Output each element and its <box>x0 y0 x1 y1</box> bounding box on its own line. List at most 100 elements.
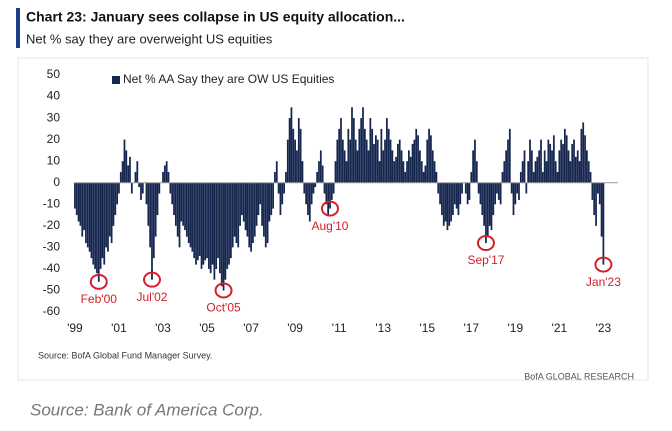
x-tick-label: '19 <box>507 321 523 335</box>
bar <box>107 182 109 252</box>
bar <box>336 139 339 183</box>
x-tick-label: '13 <box>375 321 391 335</box>
bar <box>305 182 308 205</box>
bar <box>338 128 341 183</box>
bar <box>330 182 333 200</box>
bar <box>184 182 186 231</box>
bar <box>389 139 392 183</box>
bar <box>378 161 381 183</box>
x-tick-label: '23 <box>596 321 612 335</box>
bar <box>257 182 260 216</box>
bar <box>477 182 480 194</box>
bar <box>516 182 519 194</box>
bar <box>514 182 517 205</box>
bar <box>374 135 377 183</box>
bar <box>459 182 462 205</box>
bar <box>382 150 385 183</box>
bar <box>369 118 372 183</box>
bar <box>521 161 524 183</box>
bar <box>545 161 548 183</box>
bar <box>182 182 185 226</box>
x-tick-label: '11 <box>332 321 347 335</box>
bar <box>485 182 487 244</box>
bar <box>481 182 484 216</box>
bar <box>430 135 432 183</box>
x-tick-label: '01 <box>111 321 127 335</box>
bar <box>252 182 254 244</box>
bar <box>235 182 238 244</box>
bar <box>396 143 399 183</box>
bar <box>301 161 304 183</box>
bar <box>499 182 502 205</box>
bar <box>90 182 93 259</box>
y-tick-label: 40 <box>47 89 61 103</box>
bar <box>264 182 267 248</box>
bar <box>587 161 590 183</box>
bar <box>541 171 544 183</box>
bar <box>573 139 575 183</box>
bar <box>554 161 557 183</box>
bar <box>239 182 241 226</box>
bar <box>563 128 566 183</box>
bar <box>360 118 363 183</box>
bar <box>419 150 421 183</box>
caption: Source: Bank of America Corp. <box>30 400 264 419</box>
bar <box>593 182 596 216</box>
source-note: Source: BofA Global Fund Manager Survey. <box>38 350 212 360</box>
bar <box>327 182 330 216</box>
bar <box>384 139 386 183</box>
bar <box>308 182 311 222</box>
bar <box>316 171 319 183</box>
bar <box>110 182 113 244</box>
bar <box>567 150 570 183</box>
annotation-circle <box>214 282 233 299</box>
bar <box>152 182 155 259</box>
annotation-circle <box>476 235 495 252</box>
brand: BofA GLOBAL RESEARCH <box>524 371 634 381</box>
y-tick-label: -20 <box>43 218 61 232</box>
bar <box>154 182 157 237</box>
bar <box>285 171 287 183</box>
bar <box>141 182 144 194</box>
bar <box>75 182 78 216</box>
bar <box>310 182 313 205</box>
bar <box>571 143 574 183</box>
bar <box>536 156 539 183</box>
bar <box>452 182 454 216</box>
bar <box>341 139 344 183</box>
bar <box>286 139 289 183</box>
bar <box>85 182 87 244</box>
bar <box>206 182 208 259</box>
bar <box>402 161 405 183</box>
bar <box>580 128 583 183</box>
bar <box>496 182 498 194</box>
bar <box>404 171 407 183</box>
bar <box>114 182 117 216</box>
bar <box>145 182 148 205</box>
bar <box>589 171 592 183</box>
bar <box>329 182 331 209</box>
bar <box>529 139 531 183</box>
annotation-circle <box>320 200 339 217</box>
bar <box>272 182 274 209</box>
bar <box>574 156 577 183</box>
bar <box>565 135 568 183</box>
bar <box>83 182 85 231</box>
bar <box>340 118 342 183</box>
bar <box>417 135 419 183</box>
x-tick-label: '21 <box>552 321 568 335</box>
bar <box>334 161 337 183</box>
bar <box>290 107 293 183</box>
bar <box>519 171 522 183</box>
chart-subtitle: Net % say they are overweight US equitie… <box>26 31 273 46</box>
bar <box>569 161 572 183</box>
bar <box>591 182 594 200</box>
bar <box>266 182 269 244</box>
bar <box>424 165 427 183</box>
bar <box>508 128 511 183</box>
bar <box>189 182 192 248</box>
bar <box>237 182 240 248</box>
bar <box>204 182 207 261</box>
bar <box>79 182 82 226</box>
bar <box>518 182 520 200</box>
